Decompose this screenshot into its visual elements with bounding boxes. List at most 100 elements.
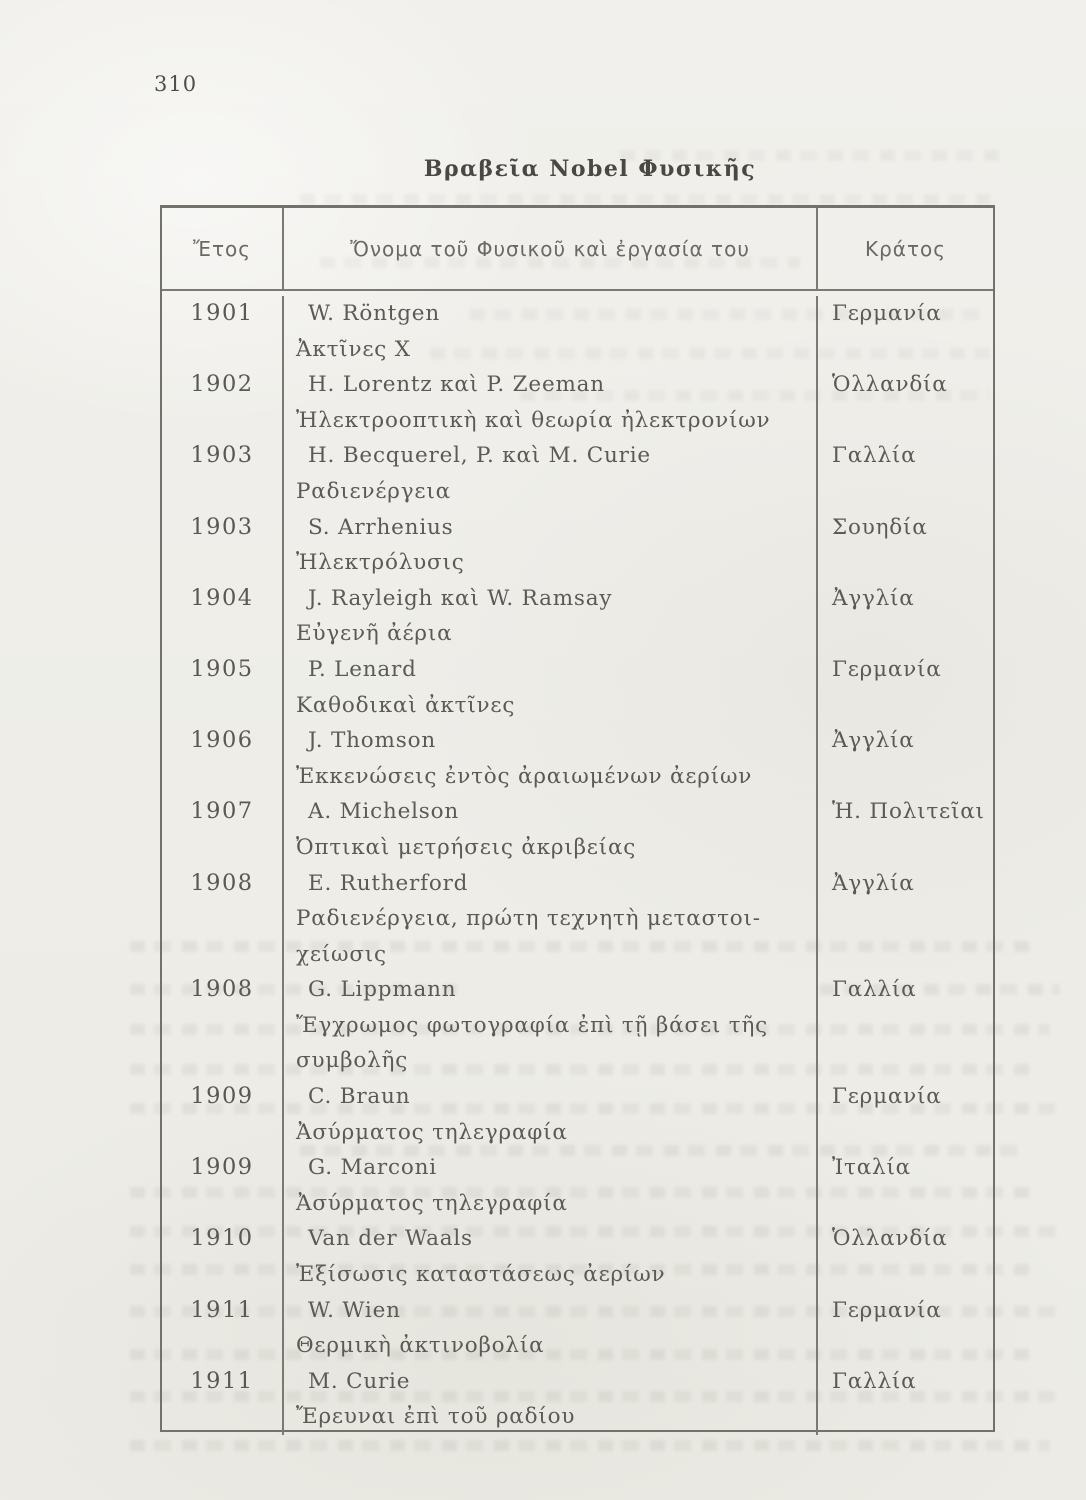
laureate-country: Ἀγγλία [832,870,915,896]
table-row: 1902 H. Lorentz καὶ P. Zeeman Ἠλεκτροοπτ… [162,367,993,439]
laureate-year: 1911 [190,1296,254,1323]
laureate-name: G. Marconi [308,1155,437,1181]
laureate-work: Ραδιενέργεια [296,474,816,510]
table-row: 1910 Van der Waals Ἐξίσωσις καταστάσεως … [162,1221,993,1293]
laureate-work-line: Ἀσύρματος τηλεγραφία [296,1119,568,1145]
table-row: 1901 W. Röntgen Ἀκτῖνες Χ Γερμανία [162,296,993,368]
laureate-year: 1904 [190,584,254,611]
laureate-year: 1903 [190,513,254,540]
year-cell: 1903 [162,438,284,510]
laureate-work: Καθοδικαὶ ἀκτῖνες [296,688,816,724]
year-cell: 1905 [162,651,284,724]
name-work-cell: W. Röntgen Ἀκτῖνες Χ [284,296,818,368]
laureate-work: Ἐκκενώσεις ἐντὸς ἀραιωμένων ἀερίων [296,759,816,795]
country-cell: Γερμανία [818,652,993,723]
laureate-work: Ἠλεκτρόλυσις [296,545,816,581]
laureate-work-line: Ἐξίσωσις καταστάσεως ἀερίων [296,1262,666,1288]
laureate-work-line: Ραδιενέργεια, πρώτη τεχνητὴ μεταστοι- [296,906,761,932]
laureate-work-line: χείωσις [296,941,387,967]
year-cell: 1902 [162,367,284,439]
laureate-year: 1910 [190,1225,254,1252]
column-header-year: Ἔτος [162,208,284,289]
year-cell: 1903 [162,509,284,581]
year-cell: 1909 [162,1079,284,1151]
country-cell: Ἰταλία [818,1150,993,1221]
laureate-name: W. Röntgen [308,301,440,326]
laureate-work-line: Ἀκτῖνες Χ [296,336,411,362]
laureate-country: Γερμανία [832,1297,942,1323]
country-cell: Ἀγγλία [818,723,993,794]
laureate-work: Ἐξίσωσις καταστάσεως ἀερίων [296,1257,816,1293]
name-work-cell: H. Becquerel, P. καὶ M. Curie Ραδιενέργε… [284,438,818,510]
year-cell: 1909 [162,1150,284,1222]
name-work-cell: J. Rayleigh καὶ W. Ramsay Εὐγενῆ ἀέρια [284,580,818,652]
year-cell: 1906 [162,723,284,795]
country-cell: Γαλλία [818,972,993,1079]
laureate-name: P. Lenard [308,656,417,682]
laureate-country: Ὁλλανδία [832,1226,948,1252]
laureate-country: Ἡ. Πολιτεῖαι [832,799,985,825]
table-row: 1904 J. Rayleigh καὶ W. Ramsay Εὐγενῆ ἀέ… [162,580,993,652]
country-cell: Σουηδία [818,510,993,581]
year-cell: 1910 [162,1221,284,1293]
laureate-work-line: Ἔγχρωμος φωτογραφία ἐπὶ τῇ βάσει τῆς [296,1012,768,1038]
name-work-cell: G. Lippmann Ἔγχρωμος φωτογραφία ἐπὶ τῇ β… [284,972,818,1080]
laureate-name: W. Wien [308,1297,401,1323]
laureate-name: S. Arrhenius [308,514,454,540]
laureate-year: 1905 [190,655,254,682]
laureate-year: 1909 [190,1083,254,1110]
laureate-work: Ὀπτικαὶ μετρήσεις ἀκριβείας [296,830,816,866]
laureate-work-line: Θερμικὴ ἀκτινοβολία [296,1333,545,1359]
laureate-year: 1903 [190,442,254,469]
country-cell: Ἡ. Πολιτεῖαι [818,794,993,865]
laureate-work-line: συμβολῆς [296,1048,409,1074]
table-row: 1908 E. Rutherford Ραδιενέργεια, πρώτη τ… [162,865,993,973]
table-header-row: Ἔτος Ὄνομα τοῦ Φυσικοῦ καὶ ἐργασία του Κ… [162,208,993,291]
table-row: 1909 C. Braun Ἀσύρματος τηλεγραφία Γερμα… [162,1079,993,1151]
laureate-year: 1908 [190,869,254,896]
laureate-country: Γερμανία [832,1084,942,1110]
country-cell: Γαλλία [818,438,993,509]
laureate-name: M. Curie [308,1368,411,1394]
laureate-name: J. Thomson [308,728,436,754]
country-cell: Γερμανία [818,1293,993,1364]
laureate-country: Γαλλία [832,443,917,469]
page-number: 310 [154,72,198,96]
table-row: 1911 M. Curie Ἔρευναι ἐπὶ τοῦ ραδίου Γαλ… [162,1363,993,1435]
laureate-work: Ραδιενέργεια, πρώτη τεχνητὴ μεταστοι-χεί… [296,901,816,972]
table-row: 1908 G. Lippmann Ἔγχρωμος φωτογραφία ἐπὶ… [162,972,993,1080]
laureate-name: C. Braun [308,1084,411,1110]
laureate-country: Ἰταλία [832,1155,911,1181]
laureate-name: A. Michelson [308,799,459,825]
page-title: Βραβεῖα Nobel Φυσικῆς [423,156,757,182]
column-header-country: Κράτος [864,236,946,261]
country-cell: Γερμανία [818,1079,993,1150]
laureate-work-line: Ἐκκενώσεις ἐντὸς ἀραιωμένων ἀερίων [296,763,753,789]
laureate-work: Ἀσύρματος τηλεγραφία [296,1186,816,1222]
name-work-cell: W. Wien Θερμικὴ ἀκτινοβολία [284,1292,818,1364]
laureate-work-line: Ραδιενέργεια [296,478,451,504]
laureate-year: 1907 [190,798,254,825]
name-work-cell: J. Thomson Ἐκκενώσεις ἐντὸς ἀραιωμένων ἀ… [284,723,818,795]
laureate-work: Θερμικὴ ἀκτινοβολία [296,1328,816,1364]
laureate-year: 1911 [190,1367,254,1394]
laureate-country: Σουηδία [832,514,928,540]
year-cell: 1908 [162,972,284,1080]
country-cell: Γερμανία [818,296,993,367]
name-work-cell: P. Lenard Καθοδικαὶ ἀκτῖνες [284,651,818,724]
laureate-country: Ἀγγλία [832,728,915,754]
table-row: 1905 P. Lenard Καθοδικαὶ ἀκτῖνες Γερμανί… [162,651,993,724]
country-cell: Ὁλλανδία [818,1221,993,1292]
table-row: 1903 S. Arrhenius Ἠλεκτρόλυσις Σουηδία [162,509,993,581]
laureate-name: J. Rayleigh καὶ W. Ramsay [308,585,613,611]
country-cell: Ὁλλανδία [818,367,993,438]
laureate-name: E. Rutherford [308,870,469,896]
name-work-cell: H. Lorentz καὶ P. Zeeman Ἠλεκτροοπτικὴ κ… [284,367,818,439]
laureate-work-line: Ἀσύρματος τηλεγραφία [296,1190,568,1216]
table-row: 1903 H. Becquerel, P. καὶ M. Curie Ραδιε… [162,438,993,510]
laureate-name: G. Lippmann [308,977,457,1003]
laureate-country: Γαλλία [832,977,917,1003]
name-work-cell: Van der Waals Ἐξίσωσις καταστάσεως ἀερίω… [284,1221,818,1293]
laureate-name: H. Becquerel, P. καὶ M. Curie [308,443,651,469]
